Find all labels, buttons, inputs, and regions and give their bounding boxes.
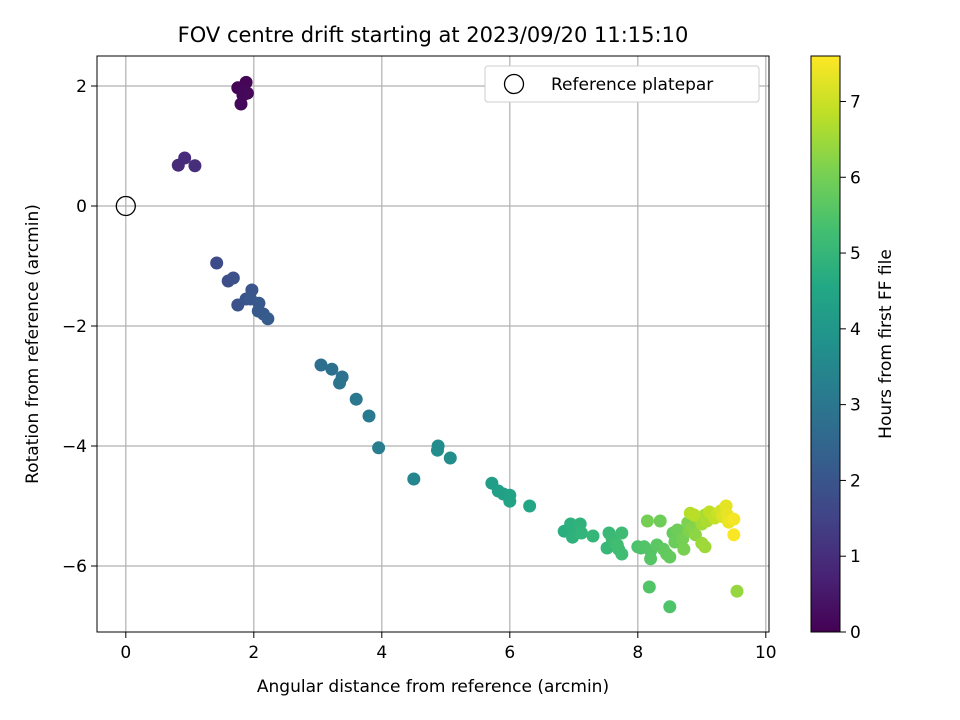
data-point (642, 580, 656, 594)
colorbar-tick-label: 4 (850, 320, 861, 340)
data-point (261, 312, 275, 326)
data-point (615, 526, 629, 540)
data-point (687, 508, 701, 522)
data-point (349, 392, 363, 406)
colorbar-tick-label: 6 (850, 168, 861, 188)
x-tick-label: 0 (120, 643, 131, 663)
y-tick-label: 2 (76, 77, 87, 97)
y-tick-label: −2 (62, 317, 87, 337)
data-point (443, 451, 457, 465)
x-tick-label: 4 (376, 643, 387, 663)
data-point (698, 540, 712, 554)
x-axis-label: Angular distance from reference (arcmin) (257, 677, 609, 697)
data-point (240, 86, 254, 100)
plot-area (97, 56, 769, 632)
y-axis-label: Rotation from reference (arcmin) (23, 204, 43, 484)
legend: Reference platepar (484, 65, 760, 103)
data-point (644, 552, 658, 566)
data-point (727, 512, 741, 526)
legend-box (484, 65, 760, 103)
data-point (226, 271, 240, 285)
colorbar-tick-label: 2 (850, 471, 861, 491)
y-tick-label: −6 (62, 557, 87, 577)
data-point (188, 159, 202, 173)
data-point (430, 443, 444, 457)
axes: 0 2 4 6 8 10 2 0 −2 −4 −6 (62, 77, 777, 663)
colorbar-tick-label: 5 (850, 244, 861, 264)
data-point (314, 358, 328, 372)
y-tick-label: −4 (62, 437, 87, 457)
x-tick-label: 10 (755, 643, 777, 663)
colorbar-tick-label: 1 (850, 547, 861, 567)
colorbar (810, 55, 841, 633)
data-point (407, 472, 421, 486)
data-point (653, 514, 667, 528)
colorbar-tick-label: 0 (850, 623, 861, 643)
plot-frame (96, 55, 770, 633)
data-points (171, 75, 744, 614)
data-point (574, 526, 588, 540)
data-point (178, 151, 192, 165)
data-point (640, 514, 654, 528)
data-point (362, 409, 376, 423)
reference-point-marker (115, 195, 136, 217)
data-point (727, 528, 741, 542)
data-point (586, 529, 600, 543)
data-point (372, 441, 386, 455)
data-point (234, 97, 248, 111)
data-point (610, 538, 624, 552)
x-tick-label: 6 (504, 643, 515, 663)
legend-label: Reference platepar (551, 75, 713, 95)
data-point (663, 550, 677, 564)
colorbar-tick-label: 7 (850, 92, 861, 112)
data-point (325, 362, 339, 376)
data-point (730, 584, 744, 598)
colorbar-tick-label: 3 (850, 396, 861, 416)
x-tick-label: 8 (632, 643, 643, 663)
data-point (663, 600, 677, 614)
x-tick-label: 2 (248, 643, 259, 663)
data-point (523, 499, 537, 513)
colorbar-ticks: 0 1 2 3 4 5 6 7 (840, 92, 861, 643)
data-point (677, 542, 691, 556)
data-point (210, 256, 224, 270)
chart-title: FOV centre drift starting at 2023/09/20 … (178, 23, 689, 47)
colorbar-label: Hours from first FF file (876, 249, 896, 439)
y-tick-label: 0 (76, 197, 87, 217)
data-point (503, 494, 517, 508)
data-point (333, 376, 347, 390)
legend-marker-icon (503, 73, 525, 95)
